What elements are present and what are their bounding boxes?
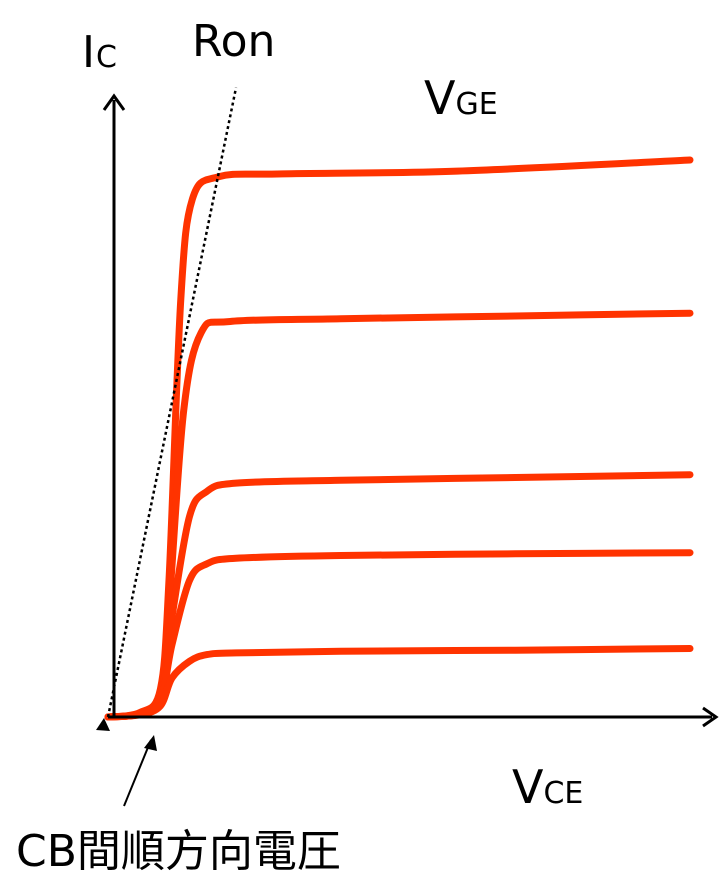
ylabel-sub: C (96, 40, 117, 75)
xlabel: VCE (512, 760, 583, 814)
ylabel: IC (82, 27, 117, 78)
vge-curve-1 (104, 156, 694, 721)
vge-main: V (424, 71, 456, 125)
ylabel-main: I (82, 27, 95, 78)
xlabel-main: V (512, 760, 544, 814)
forward-voltage-label: CB間順方向電圧 (16, 826, 341, 875)
vge-label: VGE (424, 71, 498, 125)
x-axis-arrowhead (702, 706, 719, 728)
characteristic-curves (104, 156, 694, 721)
y-axis-arrowhead (102, 93, 126, 111)
forward-voltage-arrowhead (144, 735, 157, 751)
forward-voltage-arrow (123, 739, 152, 807)
xlabel-sub: CE (543, 776, 583, 811)
ron-dotted-line (106, 87, 238, 718)
vge-sub: GE (455, 87, 497, 122)
vge-curve-4 (104, 549, 694, 721)
vge-curve-5 (104, 645, 694, 721)
ron-label: Ron (192, 16, 275, 67)
origin-arrowhead (96, 718, 110, 731)
vge-curve-3 (104, 471, 694, 721)
